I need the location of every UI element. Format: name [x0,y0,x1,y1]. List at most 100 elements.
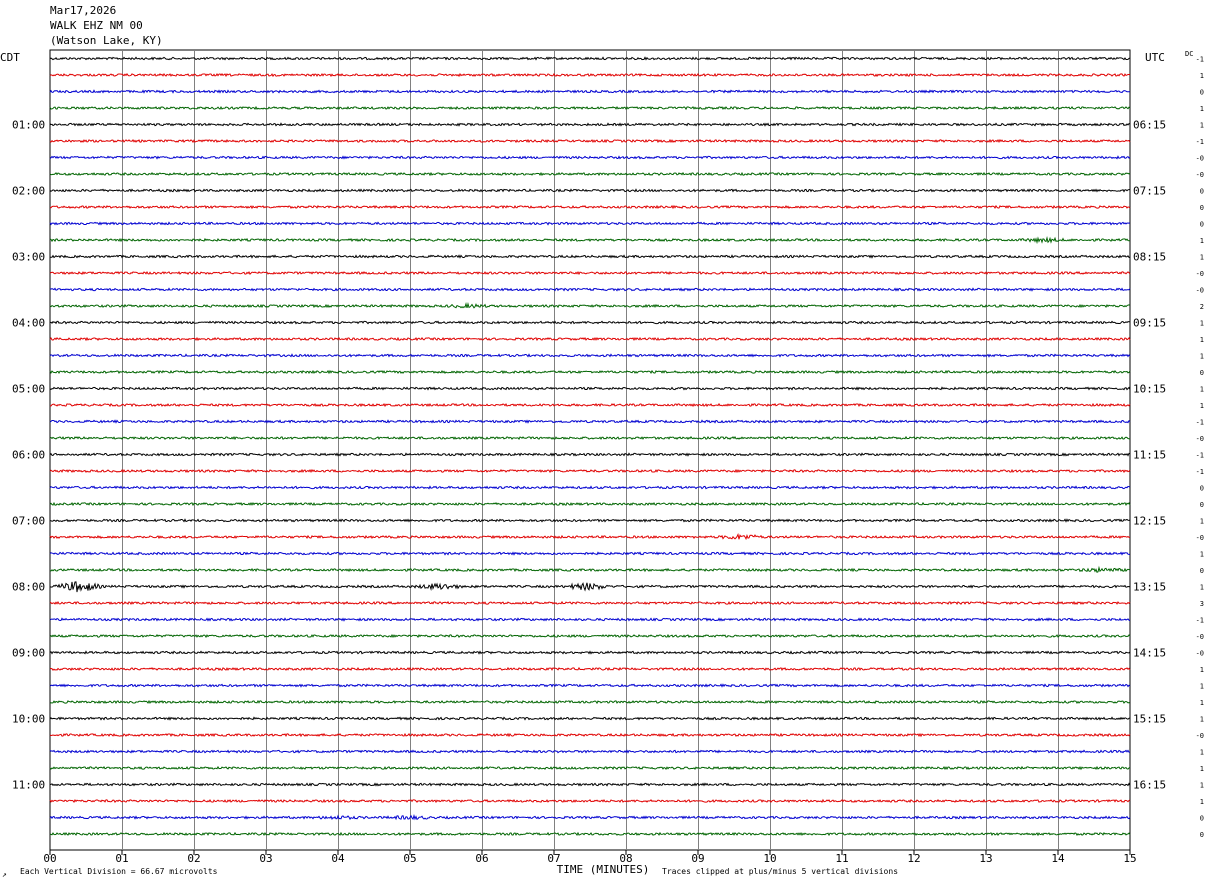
dc-offset-value: 1 [1200,716,1204,724]
header-location: (Watson Lake, KY) [50,34,163,47]
trace-line [49,814,1131,821]
left-hour-label: 01:00 [12,119,45,132]
dc-label: DC [1185,50,1193,58]
dc-offset-value: -0 [1196,732,1204,740]
dc-offset-value: -1 [1196,138,1204,146]
left-hour-label: 02:00 [12,185,45,198]
dc-offset-value: 1 [1200,336,1204,344]
x-tick-label: 06 [475,852,488,865]
dc-offset-value: -0 [1196,155,1204,163]
trace-line [49,831,1131,837]
dc-offset-value: -1 [1196,419,1204,427]
trace-line [49,105,1131,111]
plot-frame [49,49,1131,851]
right-hour-label: 10:15 [1133,383,1166,396]
trace-line [49,699,1131,705]
trace-line [49,254,1131,259]
dc-offset-value: 2 [1200,303,1204,311]
trace-line [49,171,1131,177]
dc-offset-value: 1 [1200,765,1204,773]
left-hour-label: 08:00 [12,581,45,594]
dc-offset-value: -1 [1196,468,1204,476]
x-tick-label: 07 [547,852,560,865]
scale-note: Each Vertical Division = 66.67 microvolt… [20,867,218,876]
right-hour-label: 14:15 [1133,647,1166,660]
trace-line [49,435,1131,441]
trace-line [49,301,1131,309]
left-hour-label: 03:00 [12,251,45,264]
dc-offset-value: -0 [1196,270,1204,278]
trace-line [49,749,1131,754]
dc-offset-value: 1 [1200,320,1204,328]
right-hour-label: 07:15 [1133,185,1166,198]
trace-line [49,236,1131,245]
dc-offset-value: 1 [1200,749,1204,757]
trace-line [49,270,1131,276]
trace-line [49,485,1131,490]
x-tick-label: 11 [835,852,848,865]
dc-offset-value: 1 [1200,353,1204,361]
trace-line [49,551,1130,556]
dc-offset-value: 1 [1200,798,1204,806]
dc-offset-value: 0 [1200,221,1204,229]
right-hour-label: 16:15 [1133,779,1166,792]
dc-offset-value: 1 [1200,699,1204,707]
x-tick-label: 02 [187,852,200,865]
x-axis-label: TIME (MINUTES) [557,863,650,876]
trace-line [49,155,1131,160]
dc-offset-value: -0 [1196,534,1204,542]
left-hour-label: 10:00 [12,713,45,726]
x-tick-label: 08 [619,852,632,865]
trace-line [49,204,1131,210]
trace-line [49,633,1131,639]
dc-offset-value: -0 [1196,435,1204,443]
trace-line [49,716,1131,721]
trace-line [49,666,1131,672]
dc-offset-value: 1 [1200,584,1204,592]
clip-note: Traces clipped at plus/minus 5 vertical … [662,867,899,876]
dc-offset-value: 1 [1200,237,1204,245]
trace-line [49,122,1131,127]
trace-line [49,600,1131,606]
right-hour-label: 11:15 [1133,449,1166,462]
right-hour-label: 08:15 [1133,251,1166,264]
trace-line [49,683,1131,688]
trace-line [49,353,1131,358]
trace-line [49,138,1131,144]
dc-offset-value: 1 [1200,666,1204,674]
trace-line [49,798,1131,804]
left-timezone-label: CDT [0,51,20,64]
x-tick-label: 10 [763,852,776,865]
dc-offset-value: 1 [1200,72,1204,80]
dc-offset-value: 0 [1200,567,1204,575]
left-hour-label: 05:00 [12,383,45,396]
trace-line [49,386,1131,391]
x-tick-label: 03 [259,852,272,865]
right-hour-label: 06:15 [1133,119,1166,132]
dc-offset-value: 1 [1200,683,1204,691]
x-tick-label: 12 [907,852,920,865]
left-hour-label: 04:00 [12,317,45,330]
trace-line [49,89,1130,94]
right-hour-label: 15:15 [1133,713,1166,726]
x-tick-label: 05 [403,852,416,865]
dc-offset-value: -0 [1196,171,1204,179]
x-tick-label: 13 [979,852,992,865]
dc-offset-value: -1 [1196,56,1204,64]
trace-line [49,320,1131,325]
x-tick-label: 15 [1123,852,1136,865]
x-tick-label: 00 [43,852,56,865]
dc-offset-value: 0 [1200,501,1204,509]
right-hour-label: 13:15 [1133,581,1166,594]
dc-offset-value: -0 [1196,650,1204,658]
trace-line [49,452,1131,457]
left-hour-label: 11:00 [12,779,45,792]
x-tick-label: 14 [1051,852,1065,865]
trace-line [49,617,1131,622]
dc-offset-value: 1 [1200,402,1204,410]
dc-offset-value: 0 [1200,89,1204,97]
right-hour-label: 09:15 [1133,317,1166,330]
corner-mark: ↗ [2,870,7,879]
x-tick-label: 01 [115,852,128,865]
